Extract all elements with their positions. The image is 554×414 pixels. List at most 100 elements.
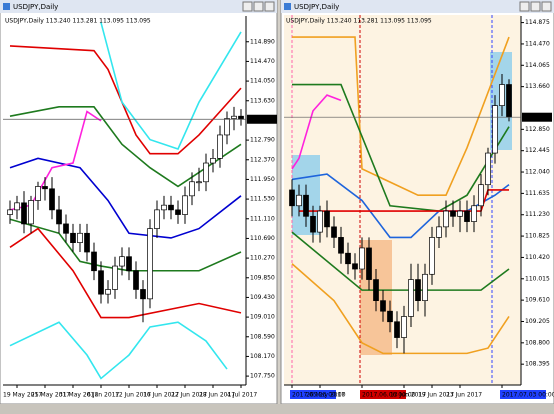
- y-tick-label: 113.630: [250, 97, 275, 104]
- candle-body: [303, 194, 309, 217]
- y-tick-label: 109.010: [250, 314, 275, 321]
- candle-body: [63, 223, 69, 234]
- btn-min[interactable]: [519, 1, 530, 12]
- candle-body: [224, 118, 230, 136]
- y-tick-label: 112.040: [525, 169, 550, 176]
- candle-body: [373, 279, 379, 302]
- indicator-line: [9, 110, 102, 211]
- candle-body: [56, 209, 62, 225]
- y-tick-label: 112.445: [525, 147, 550, 154]
- x-tick-label: 2017.05.23 00:00: [292, 392, 346, 399]
- x-tick-label: 16 Jun 2017: [143, 392, 179, 399]
- indicator-line: [9, 227, 242, 319]
- indicator-line: [9, 321, 228, 380]
- btn-max[interactable]: [253, 1, 264, 12]
- indicator-line: [292, 36, 510, 197]
- candle-body: [471, 205, 477, 222]
- window-left: [0, 0, 278, 405]
- candle-body: [238, 115, 244, 120]
- price-box: [522, 112, 552, 122]
- btn-close[interactable]: [264, 1, 275, 12]
- candle-body: [28, 200, 34, 225]
- candle-body: [84, 232, 90, 253]
- candle-body: [324, 210, 330, 228]
- candle-body: [126, 256, 132, 272]
- btn-max[interactable]: [530, 1, 541, 12]
- y-tick-label: 112.850: [525, 126, 550, 133]
- candle-body: [112, 265, 118, 290]
- x-tick-label: 12 Jun 2017: [115, 392, 151, 399]
- candle-body: [168, 204, 174, 211]
- candle-body: [415, 279, 421, 302]
- y-tick-label: 110.015: [525, 275, 550, 282]
- x-tick-label: 31 May 2017: [59, 392, 98, 399]
- y-tick-label: 112.370: [250, 156, 275, 163]
- candle-body: [140, 289, 146, 300]
- x-tick-label: 13 Jun 2017: [390, 392, 426, 399]
- candle-body: [331, 226, 337, 238]
- titlebar-left: [0, 0, 277, 13]
- x-tick-label: 28 Jun 2017: [199, 392, 235, 399]
- candle-body: [401, 316, 407, 338]
- candle-body: [359, 247, 365, 270]
- y-tick-label: 110.270: [250, 255, 275, 262]
- indicator-line: [9, 157, 242, 239]
- btn-close[interactable]: [541, 1, 552, 12]
- status-bar: [0, 404, 554, 414]
- y-tick-label: 108.170: [250, 353, 275, 360]
- x-tick-label: 19 Jun 2017: [418, 392, 454, 399]
- y-tick-label: 108.800: [525, 339, 550, 346]
- candle-body: [296, 194, 302, 207]
- candle-body: [443, 210, 449, 228]
- candle-body: [189, 181, 195, 197]
- candle-body: [35, 186, 41, 201]
- candle-body: [429, 237, 435, 275]
- y-tick-label: 113.660: [525, 83, 550, 90]
- candle-body: [182, 195, 188, 215]
- candle-body: [147, 228, 153, 300]
- y-tick-label: 114.470: [525, 40, 550, 47]
- candle-body: [91, 251, 97, 272]
- y-tick-label: 108.395: [525, 361, 550, 368]
- candle-body: [436, 226, 442, 238]
- y-tick-label: 109.205: [525, 318, 550, 325]
- candle-body: [506, 84, 512, 118]
- candle-body: [289, 189, 295, 207]
- candle-body: [310, 215, 316, 233]
- candle-body: [70, 232, 76, 243]
- candle-body: [485, 152, 491, 186]
- y-tick-label: 114.050: [250, 78, 275, 85]
- candle-body: [492, 105, 498, 154]
- candle-body: [196, 181, 202, 184]
- window-title: USDJPY,Daily: [13, 3, 58, 11]
- btn-min[interactable]: [242, 1, 253, 12]
- x-tick-label: 22 Jun 2017: [171, 392, 207, 399]
- candle-body: [380, 300, 386, 312]
- candle-body: [21, 202, 27, 225]
- y-tick-label: 109.610: [525, 297, 550, 304]
- candle-body: [408, 279, 414, 317]
- candle-body: [77, 232, 83, 243]
- candle-body: [119, 256, 125, 267]
- y-tick-label: 114.470: [250, 58, 275, 65]
- candle-body: [98, 270, 104, 295]
- candle-body: [366, 247, 372, 280]
- y-tick-label: 114.065: [525, 62, 550, 69]
- candle-body: [478, 184, 484, 207]
- y-tick-label: 111.635: [525, 190, 550, 197]
- x-label-box: [360, 390, 406, 399]
- y-tick-label: 114.890: [250, 38, 275, 45]
- indicator-line: [291, 231, 510, 291]
- y-tick-label: 107.750: [250, 373, 275, 380]
- candle-body: [7, 209, 13, 215]
- y-tick-label: 110.420: [525, 254, 550, 261]
- indicator-line: [291, 94, 342, 170]
- candle-body: [203, 162, 209, 183]
- y-tick-label: 109.850: [250, 274, 275, 281]
- x-label-box: [290, 390, 336, 399]
- indicator-line: [100, 22, 242, 150]
- candle-body: [352, 263, 358, 270]
- indicator-line: [299, 189, 509, 212]
- window-title: USDJPY,Daily: [294, 3, 339, 11]
